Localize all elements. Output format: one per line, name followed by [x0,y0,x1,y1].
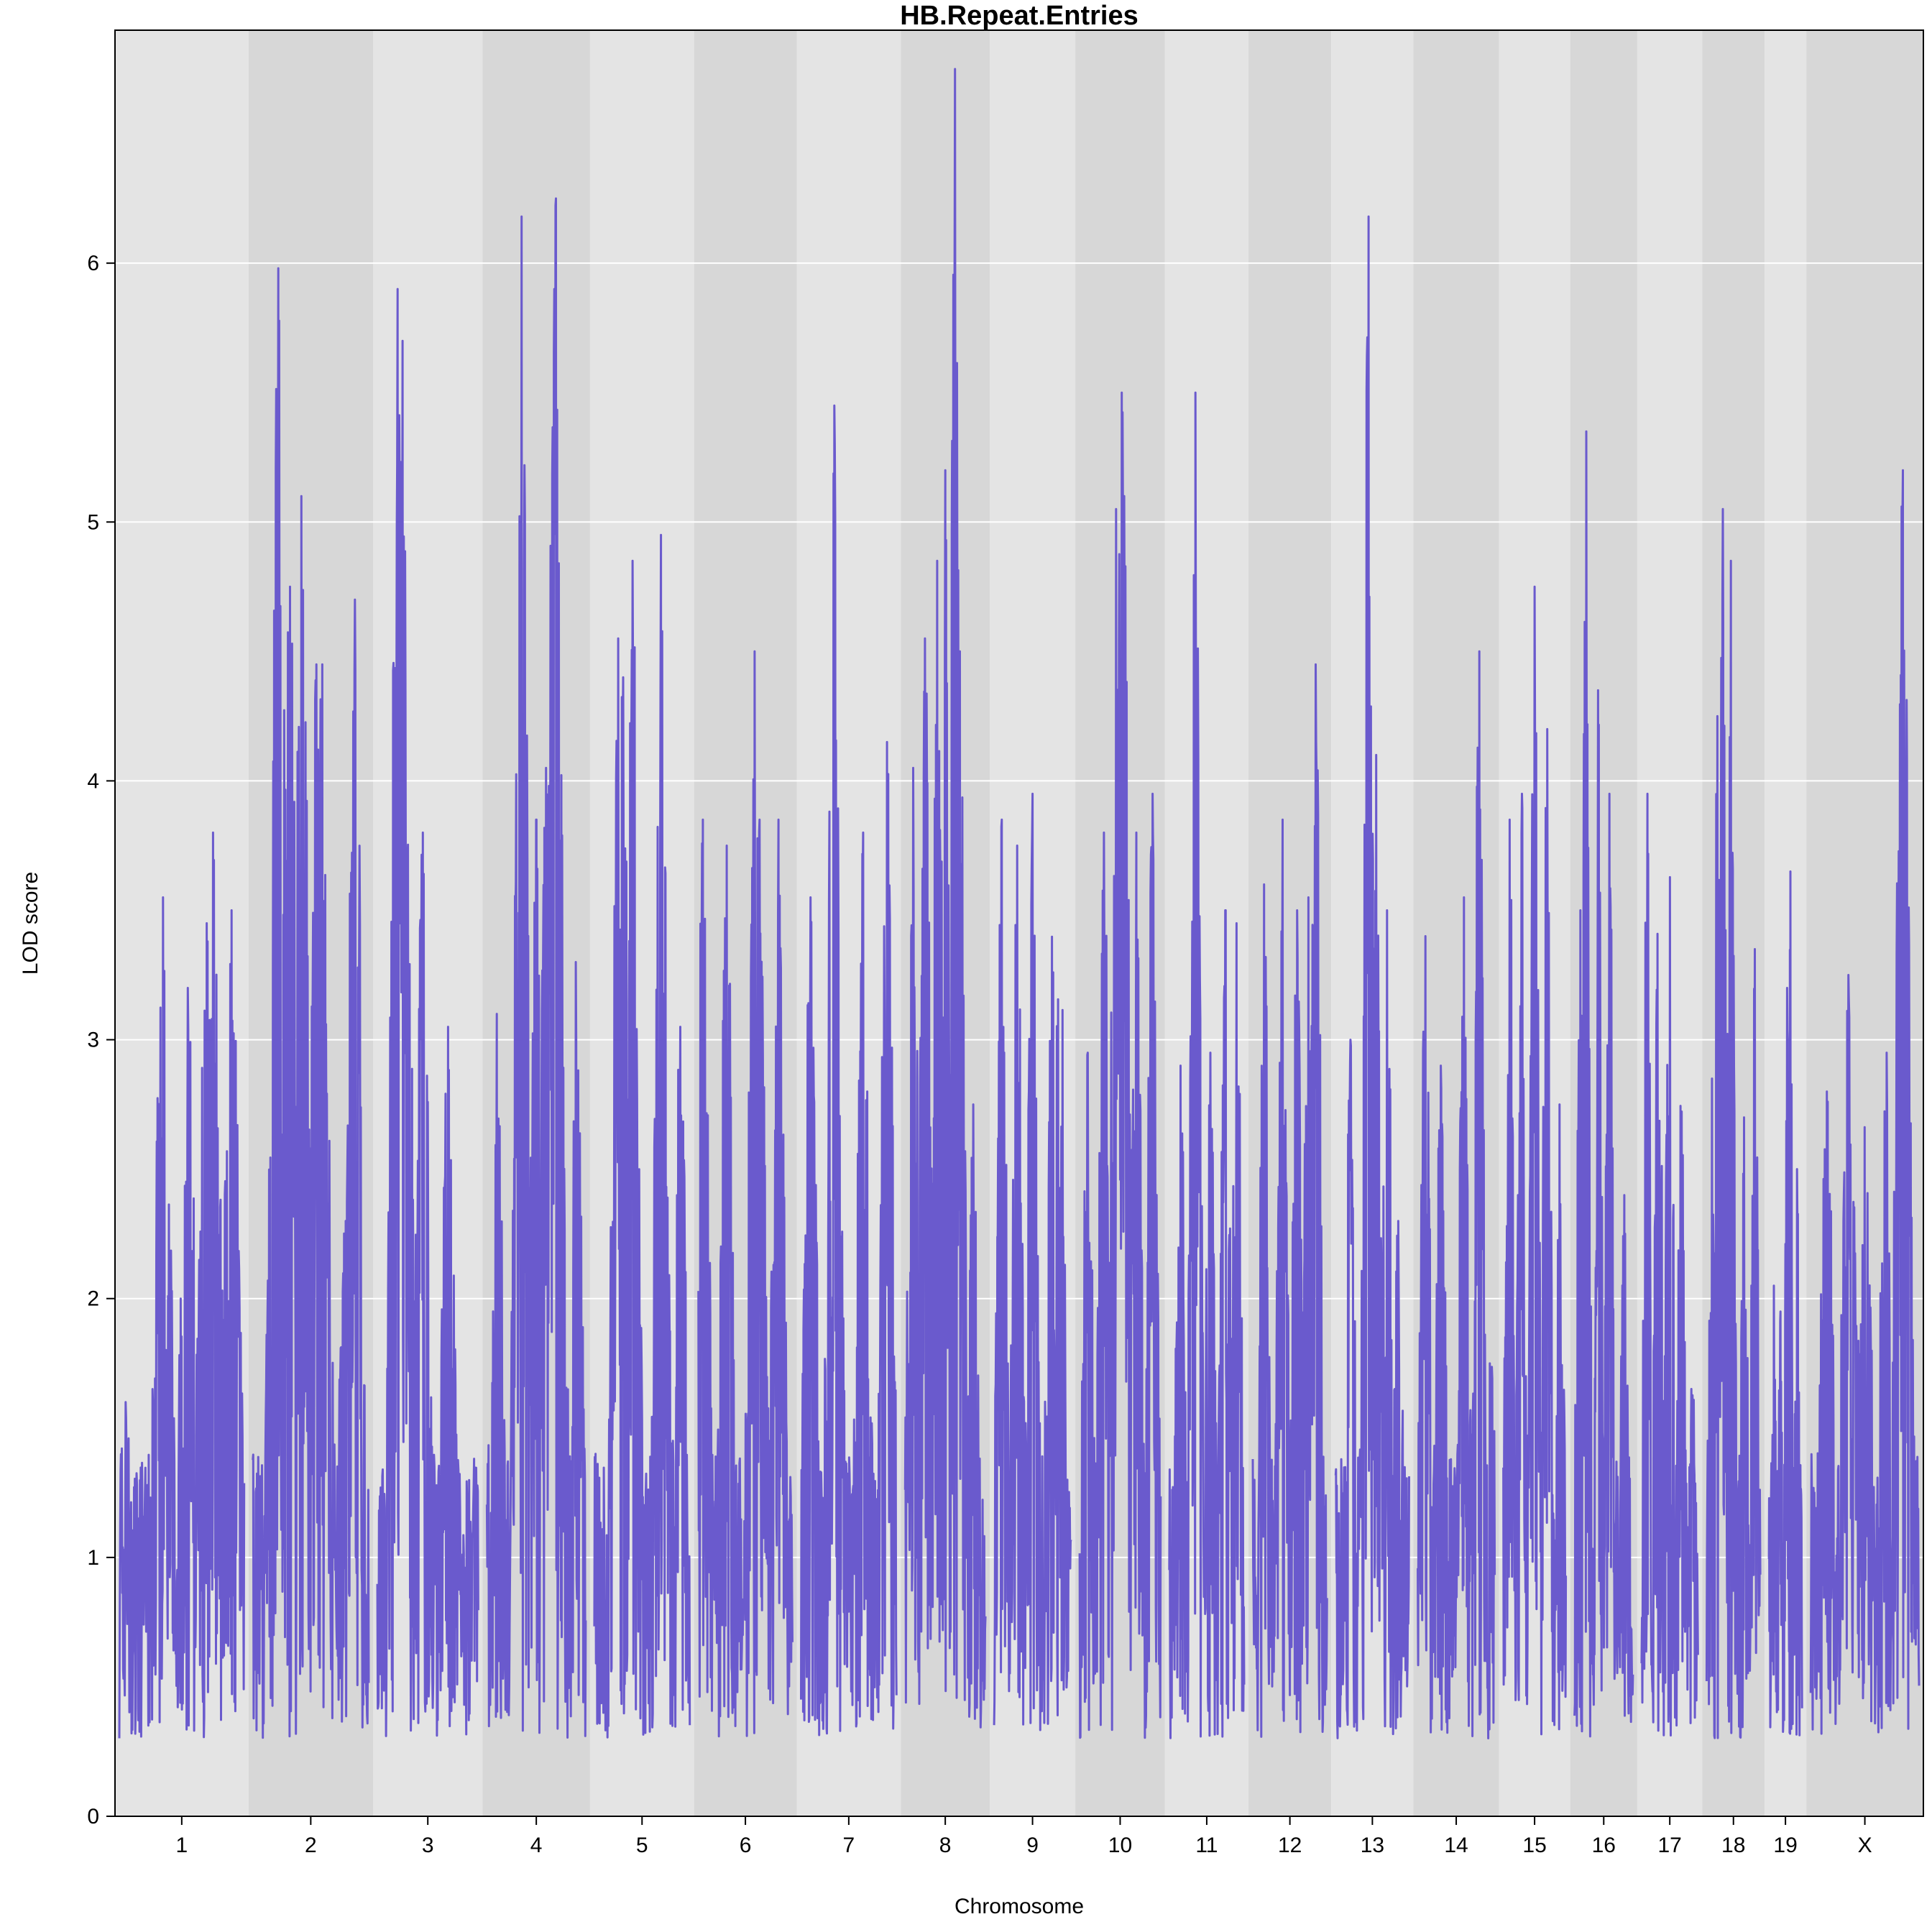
y-axis-label: LOD score [19,872,42,975]
lod-curve-chr-14 [1417,650,1496,1739]
x-tick-label-10: 10 [1108,1834,1132,1857]
lod-curve-chr-15 [1502,585,1568,1736]
x-axis-ticks: 1 2 3 4 5 6 7 8 9 10 11 12 13 14 15 16 17 18 19 X [176,1816,1872,1857]
y-tick-label: 5 [87,510,99,534]
x-tick-label-1: 1 [176,1834,188,1857]
x-tick-label-4: 4 [530,1834,543,1857]
lod-curve-chr-7 [800,404,898,1736]
lod-curve-chr-4 [485,197,587,1739]
lod-curve-chr-8 [903,68,987,1729]
lod-curve-chr-6 [697,650,794,1738]
lod-curve-chr-16 [1573,430,1634,1738]
lod-curve-chr-12 [1251,663,1328,1738]
x-tick-label-15: 15 [1522,1834,1546,1857]
x-tick-label-5: 5 [636,1834,648,1857]
lod-curve-chr-11 [1168,391,1246,1739]
y-tick-label: 3 [87,1029,99,1052]
x-tick-label-17: 17 [1657,1834,1681,1857]
x-tick-label-11: 11 [1195,1834,1218,1857]
lod-curve-chr-1 [118,831,246,1739]
lod-curve-chr-19 [1767,870,1803,1736]
x-tick-label-6: 6 [740,1834,752,1857]
y-tick-label: 6 [87,252,99,275]
y-tick-label: 0 [87,1805,99,1828]
x-tick-label-19: 19 [1773,1834,1797,1857]
lod-curve-chr-17 [1640,792,1699,1736]
lod-curve-group [118,68,1920,1739]
x-tick-label-9: 9 [1026,1834,1039,1857]
lod-curve-chr-9 [993,792,1072,1731]
x-tick-label-18: 18 [1721,1834,1745,1857]
y-tick-label: 1 [87,1546,99,1570]
x-tick-label-16: 16 [1592,1834,1616,1857]
lod-curve-chr-13 [1334,215,1410,1739]
x-tick-label-X: X [1858,1834,1872,1857]
x-tick-label-3: 3 [422,1834,434,1857]
lod-curve-chr-X [1809,469,1920,1735]
x-tick-label-2: 2 [305,1834,317,1857]
x-tick-label-14: 14 [1444,1834,1468,1857]
lod-curve-chr-18 [1705,507,1762,1739]
x-tick-label-13: 13 [1361,1834,1384,1857]
x-axis-label: Chromosome [954,1895,1084,1918]
y-axis-ticks: 0 1 2 3 4 5 6 [87,252,115,1828]
x-tick-label-8: 8 [939,1834,952,1857]
plot-frame [114,29,1924,1817]
x-tick-label-7: 7 [843,1834,855,1857]
y-tick-label: 4 [87,769,99,793]
y-tick-label: 2 [87,1287,99,1311]
x-tick-label-12: 12 [1278,1834,1302,1857]
lod-curve-chr-2 [252,267,370,1739]
lod-curve-chr-10 [1078,391,1162,1739]
chart-title: HB.Repeat.Entries [900,1,1138,31]
lod-curve-chr-5 [593,533,691,1739]
lod-curve-chr-3 [376,288,479,1737]
